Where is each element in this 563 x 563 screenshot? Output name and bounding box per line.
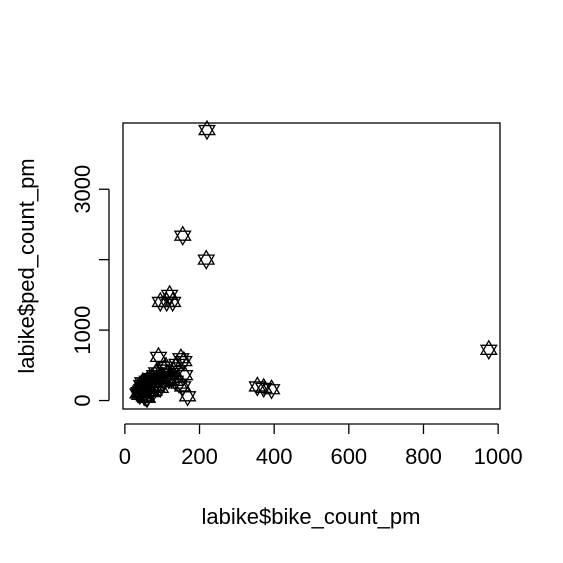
data-point [175,364,194,386]
data-point [163,291,182,313]
x-tick-label: 800 [405,444,442,469]
x-axis: 0 200 400 600 800 1000 [119,423,523,469]
x-tick-label: 200 [181,444,218,469]
x-tick-label: 0 [119,444,131,469]
y-tick-label: 3000 [70,165,95,214]
x-tick-label: 600 [330,444,367,469]
x-axis-label: labike$bike_count_pm [202,504,421,529]
data-point [262,378,281,400]
data-point [160,284,179,306]
data-point [159,369,178,390]
points [128,119,498,409]
data-point [197,249,216,270]
data-point [254,377,273,399]
data-point [198,119,216,141]
y-axis-label: labike$ped_count_pm [14,158,39,373]
data-point [178,386,197,407]
y-axis: 0 1000 3000 [70,165,110,407]
data-point [173,225,192,247]
data-point [140,377,159,399]
y-tick-label: 0 [70,394,95,406]
x-tick-label: 400 [256,444,293,469]
data-point [479,339,498,361]
x-tick-label: 1000 [474,444,523,469]
data-point [149,346,168,368]
y-tick-label: 1000 [70,306,95,355]
plot-box [122,122,501,410]
